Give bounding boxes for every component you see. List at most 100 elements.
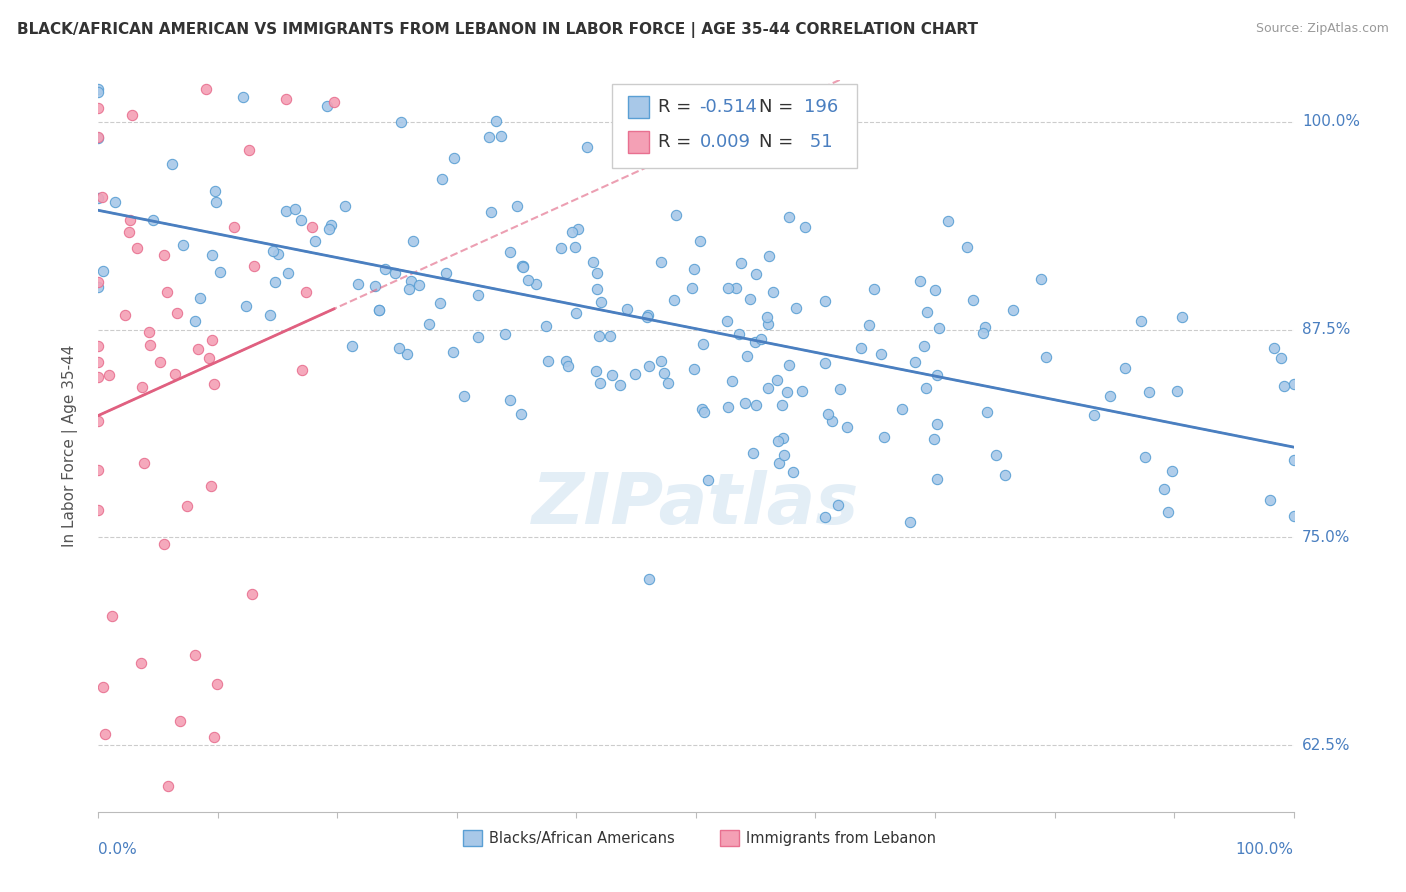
Point (91, 190, 114, 204)
Point (782, 465, 804, 479)
Point (778, 358, 800, 372)
Point (322, 95, 344, 109)
Point (94, 727, 117, 741)
Point (873, 430, 896, 444)
Point (402, 234, 425, 248)
Point (208, 265, 231, 279)
Point (494, 326, 516, 341)
Point (585, 364, 607, 378)
Point (851, 341, 873, 355)
Point (443, 151, 465, 165)
Point (745, 398, 768, 412)
Point (765, 374, 787, 388)
Point (87, 414, 110, 428)
Point (794, 220, 817, 235)
Point (1133, 450, 1156, 465)
Point (756, 381, 779, 395)
Point (396, 347, 419, 361)
Point (240, 587, 263, 601)
Point (430, 171, 453, 186)
Point (291, 362, 314, 376)
Point (398, 282, 420, 296)
Point (690, 402, 713, 417)
Point (821, 414, 844, 428)
Point (153, 247, 176, 261)
Point (301, 220, 323, 235)
Point (201, 247, 224, 261)
Point (485, 113, 508, 128)
FancyBboxPatch shape (628, 96, 650, 119)
Point (1170, 310, 1192, 325)
Point (724, 280, 747, 294)
Point (717, 400, 740, 414)
Point (582, 255, 605, 269)
Point (202, 730, 225, 744)
Point (243, 259, 266, 273)
Point (908, 274, 931, 288)
Point (87, 339, 110, 353)
Point (157, 779, 180, 793)
Text: 0.0%: 0.0% (98, 842, 138, 857)
Point (814, 509, 837, 524)
Point (1282, 377, 1305, 392)
Point (1282, 452, 1305, 467)
Point (429, 296, 451, 310)
Point (346, 277, 368, 291)
Point (498, 392, 520, 407)
Point (557, 359, 579, 373)
Point (467, 330, 489, 344)
Point (1035, 350, 1057, 364)
Point (652, 366, 675, 380)
Point (616, 302, 638, 317)
Point (172, 238, 194, 252)
Point (928, 320, 950, 334)
Point (156, 285, 179, 299)
Text: N =: N = (759, 133, 799, 151)
FancyBboxPatch shape (628, 131, 650, 153)
Point (778, 210, 800, 224)
Text: 196: 196 (804, 98, 838, 116)
Point (1083, 408, 1105, 422)
Point (232, 90, 254, 104)
Point (259, 308, 281, 322)
Point (609, 378, 631, 392)
Point (924, 283, 946, 297)
Point (972, 326, 994, 340)
Point (169, 714, 191, 728)
Point (776, 384, 799, 399)
Point (904, 354, 927, 368)
Point (1029, 272, 1052, 286)
Point (1153, 482, 1175, 496)
Point (125, 241, 148, 255)
Point (184, 648, 207, 662)
Text: 100.0%: 100.0% (1302, 114, 1360, 129)
Point (735, 349, 758, 363)
Point (132, 456, 155, 470)
Point (1130, 314, 1153, 328)
Point (201, 333, 224, 347)
Point (97, 368, 120, 383)
Point (762, 285, 785, 299)
Point (368, 303, 391, 318)
Point (870, 347, 893, 361)
Point (399, 274, 422, 288)
Point (637, 308, 659, 322)
Point (87, 280, 110, 294)
Point (367, 302, 389, 317)
Text: BLACK/AFRICAN AMERICAN VS IMMIGRANTS FROM LEBANON IN LABOR FORCE | AGE 35-44 COR: BLACK/AFRICAN AMERICAN VS IMMIGRANTS FRO… (17, 22, 977, 38)
Point (205, 677, 228, 691)
Point (238, 143, 260, 157)
Point (814, 356, 837, 370)
Point (636, 310, 658, 324)
Point (294, 285, 316, 299)
Point (441, 345, 464, 359)
Point (716, 314, 738, 328)
Point (567, 222, 589, 236)
Point (734, 396, 756, 410)
Point (589, 376, 612, 391)
Point (388, 341, 411, 355)
Point (637, 572, 659, 586)
Point (434, 266, 457, 280)
Point (87, 130, 110, 145)
Point (984, 449, 1007, 463)
